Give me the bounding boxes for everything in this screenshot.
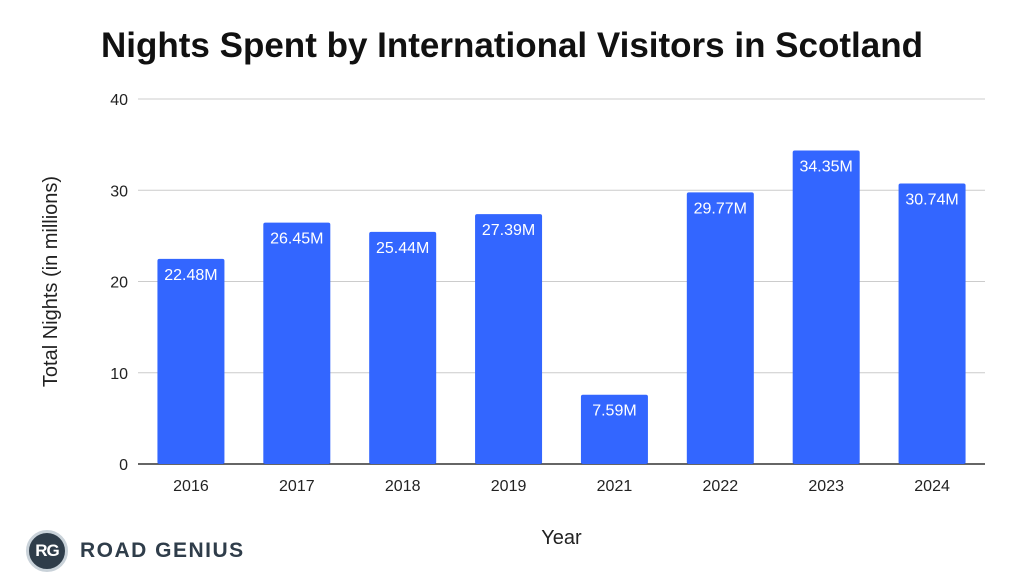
bar-data-label: 7.59M [592, 403, 636, 420]
x-tick-label: 2019 [491, 478, 527, 495]
y-tick-label: 30 [110, 183, 128, 200]
y-axis-title: Total Nights (in millions) [40, 176, 62, 387]
bar-data-label: 26.45M [270, 231, 323, 248]
bar-data-label: 22.48M [164, 267, 217, 284]
y-tick-label: 0 [119, 457, 128, 474]
bar [369, 231, 437, 464]
x-tick-label: 2016 [173, 478, 209, 495]
y-tick-label: 10 [110, 366, 128, 383]
x-axis-title: Year [541, 527, 582, 549]
bar [792, 150, 860, 464]
x-tick-label: 2023 [808, 478, 844, 495]
bar-data-label: 25.44M [376, 240, 429, 257]
y-tick-label: 40 [110, 92, 128, 109]
x-tick-label: 2017 [279, 478, 315, 495]
x-tick-label: 2024 [914, 478, 950, 495]
logo-badge: RG [26, 530, 68, 572]
bar-data-label: 27.39M [482, 222, 535, 239]
x-tick-label: 2018 [385, 478, 421, 495]
bar-data-label: 29.77M [694, 200, 747, 217]
y-tick-label: 20 [110, 275, 128, 292]
x-tick-label: 2021 [597, 478, 633, 495]
bar [263, 222, 331, 464]
chart-title: Nights Spent by International Visitors i… [101, 26, 923, 65]
bar [686, 192, 754, 464]
logo-text: ROAD GENIUS [80, 539, 245, 562]
road-genius-logo: RG ROAD GENIUS [26, 528, 245, 574]
bar [580, 394, 648, 464]
bar-data-label: 30.74M [905, 191, 958, 208]
bar [898, 183, 966, 464]
bar [475, 214, 543, 464]
bar-data-label: 34.35M [800, 159, 853, 176]
x-tick-label: 2022 [703, 478, 739, 495]
bar [157, 258, 225, 464]
